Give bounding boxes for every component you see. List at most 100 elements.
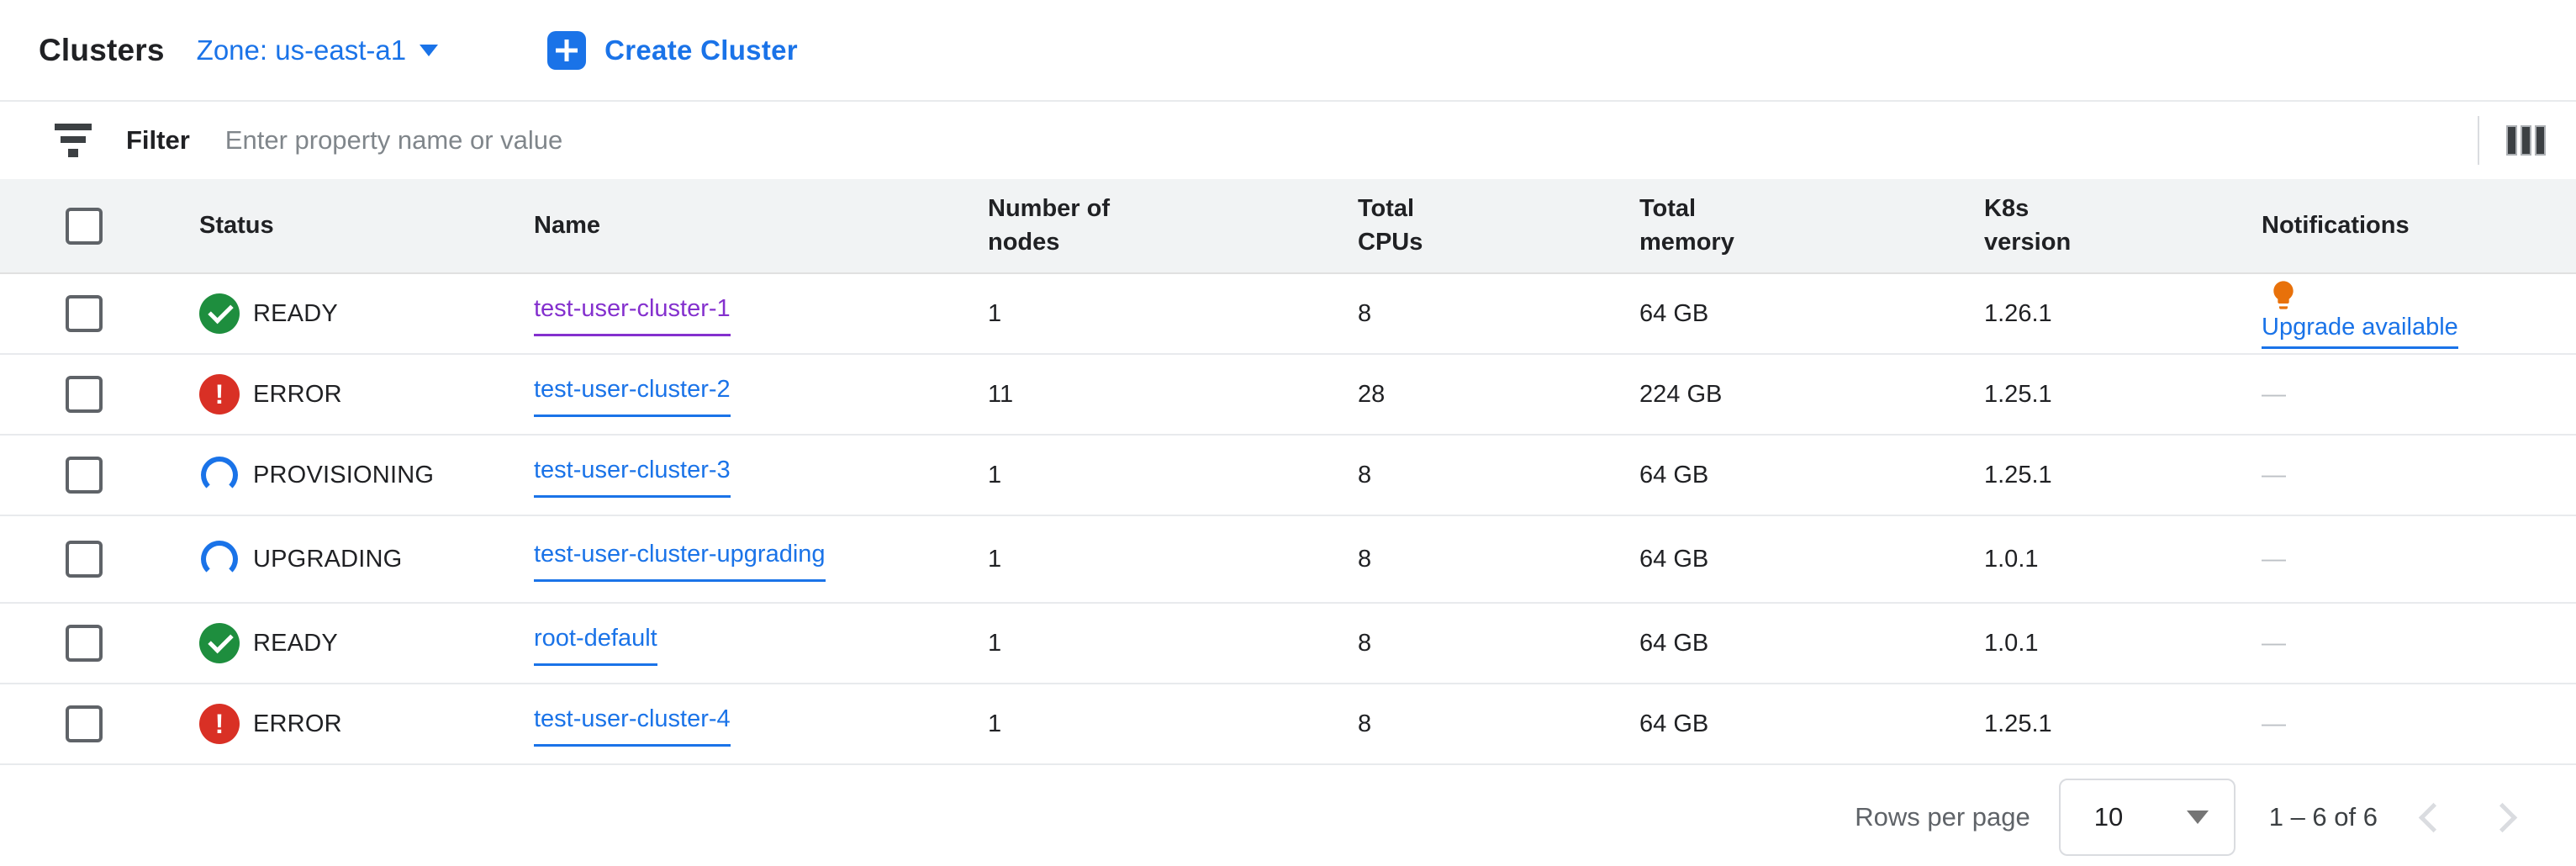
previous-page-button[interactable] [2406, 794, 2453, 841]
table-row: READY test-user-cluster-1 1 8 64 GB 1.26… [0, 274, 2576, 355]
filter-label: Filter [126, 125, 190, 155]
filter-icon [54, 124, 92, 157]
cpus-cell: 8 [1358, 629, 1372, 657]
nodes-cell: 1 [988, 461, 1002, 488]
create-cluster-label: Create Cluster [604, 34, 798, 66]
memory-cell: 224 GB [1639, 380, 1723, 408]
plus-icon [547, 30, 587, 70]
name-cell: test-user-cluster-4 [534, 701, 988, 747]
rows-per-page-select[interactable]: 10 [2058, 779, 2236, 856]
rows-per-page-label: Rows per page [1855, 802, 2030, 832]
name-cell: test-user-cluster-1 [534, 291, 988, 336]
chevron-down-icon [420, 44, 439, 56]
table-row: READY root-default 1 8 64 GB 1.0.1 — — [0, 604, 2576, 684]
k8s-version-cell: 1.0.1 [1984, 545, 2039, 573]
table-body: READY test-user-cluster-1 1 8 64 GB 1.26… [0, 274, 2576, 765]
divider [2478, 116, 2479, 165]
error-status-icon [199, 374, 240, 415]
filter-bar: Filter [0, 102, 2576, 179]
table-header-row: Status Name Number of nodes Total CPUs T… [0, 179, 2576, 274]
nodes-cell: 1 [988, 545, 1002, 573]
notifications-cell: — — [2262, 710, 2576, 738]
error-status-icon [199, 704, 240, 744]
rows-per-page-value: 10 [2093, 802, 2124, 832]
nodes-cell: 1 [988, 299, 1002, 327]
create-cluster-button[interactable]: Create Cluster [547, 30, 798, 70]
no-notification-dash: — [2262, 461, 2286, 488]
nodes-cell: 1 [988, 629, 1002, 657]
no-notification-dash: — [2262, 710, 2286, 737]
cluster-name-link[interactable]: test-user-cluster-2 [534, 372, 731, 417]
no-notification-dash: — [2262, 629, 2286, 657]
pagination-footer: Rows per page 10 1 – 6 of 6 [0, 765, 2576, 866]
column-header-status: Status [199, 211, 274, 239]
name-cell: root-default [534, 620, 988, 666]
column-display-options-icon[interactable] [2506, 125, 2546, 156]
cluster-name-link[interactable]: test-user-cluster-1 [534, 291, 731, 336]
cpus-cell: 28 [1358, 380, 1386, 408]
status-label: PROVISIONING [253, 461, 435, 488]
column-header-k8s: K8s version [1984, 195, 2072, 256]
ready-status-icon [199, 293, 240, 334]
k8s-version-cell: 1.25.1 [1984, 380, 2052, 408]
memory-cell: 64 GB [1639, 461, 1709, 488]
notifications-cell: — — [2262, 546, 2576, 573]
notifications-cell: — — [2262, 462, 2576, 489]
notifications-cell: Upgrade available Upgrade available [2262, 278, 2576, 349]
upgrade-available-link[interactable]: Upgrade available [2262, 314, 2458, 349]
notifications-cell: — — [2262, 630, 2576, 657]
row-checkbox[interactable] [66, 705, 103, 742]
nodes-cell: 11 [988, 380, 1014, 408]
chevron-down-icon [2186, 811, 2209, 824]
k8s-version-cell: 1.26.1 [1984, 299, 2052, 327]
nodes-cell: 1 [988, 710, 1002, 737]
status-cell: ERROR [130, 704, 534, 744]
filter-input[interactable] [224, 125, 2478, 156]
k8s-version-cell: 1.0.1 [1984, 629, 2039, 657]
page-header: Clusters Zone: us-east-a1 Create Cluster [0, 0, 2576, 102]
k8s-version-cell: 1.25.1 [1984, 461, 2052, 488]
row-checkbox[interactable] [66, 376, 103, 413]
status-label: ERROR [253, 380, 342, 408]
select-all-checkbox[interactable] [66, 207, 103, 245]
k8s-version-cell: 1.25.1 [1984, 710, 2052, 737]
row-checkbox[interactable] [66, 625, 103, 662]
status-cell: UPGRADING [130, 539, 534, 579]
row-checkbox[interactable] [66, 541, 103, 578]
pagination-range: 1 – 6 of 6 [2268, 802, 2378, 832]
memory-cell: 64 GB [1639, 629, 1709, 657]
table-row: PROVISIONING test-user-cluster-3 1 8 64 … [0, 436, 2576, 516]
no-notification-dash: — [2262, 545, 2286, 573]
cluster-name-link[interactable]: test-user-cluster-4 [534, 701, 731, 747]
lightbulb-icon [2273, 281, 2294, 309]
column-header-name: Name [534, 211, 600, 239]
page-title: Clusters [39, 32, 165, 67]
row-checkbox[interactable] [66, 457, 103, 494]
next-page-button[interactable] [2482, 794, 2529, 841]
status-cell: READY [130, 623, 534, 663]
column-header-notifications: Notifications [2262, 211, 2410, 239]
table-row: ERROR test-user-cluster-2 11 28 224 GB 1… [0, 355, 2576, 436]
name-cell: test-user-cluster-3 [534, 452, 988, 498]
cluster-name-link[interactable]: test-user-cluster-3 [534, 452, 731, 498]
table-row: ERROR test-user-cluster-4 1 8 64 GB 1.25… [0, 684, 2576, 765]
memory-cell: 64 GB [1639, 545, 1709, 573]
table-row: UPGRADING test-user-cluster-upgrading 1 … [0, 516, 2576, 604]
status-label: ERROR [253, 710, 342, 737]
column-header-memory: Total memory [1639, 195, 1734, 256]
zone-selector[interactable]: Zone: us-east-a1 [197, 34, 439, 66]
name-cell: test-user-cluster-2 [534, 372, 988, 417]
cluster-name-link[interactable]: root-default [534, 620, 657, 666]
status-cell: ERROR [130, 374, 534, 415]
status-label: UPGRADING [253, 545, 403, 573]
notifications-cell: — — [2262, 381, 2576, 409]
progress-status-icon [201, 541, 238, 578]
cluster-name-link[interactable]: test-user-cluster-upgrading [534, 536, 826, 582]
status-label: READY [253, 299, 338, 327]
name-cell: test-user-cluster-upgrading [534, 536, 988, 582]
row-checkbox[interactable] [66, 295, 103, 332]
cpus-cell: 8 [1358, 299, 1372, 327]
upgrade-notification: Upgrade available [2262, 278, 2576, 349]
status-label: READY [253, 629, 338, 657]
no-notification-dash: — [2262, 380, 2286, 408]
